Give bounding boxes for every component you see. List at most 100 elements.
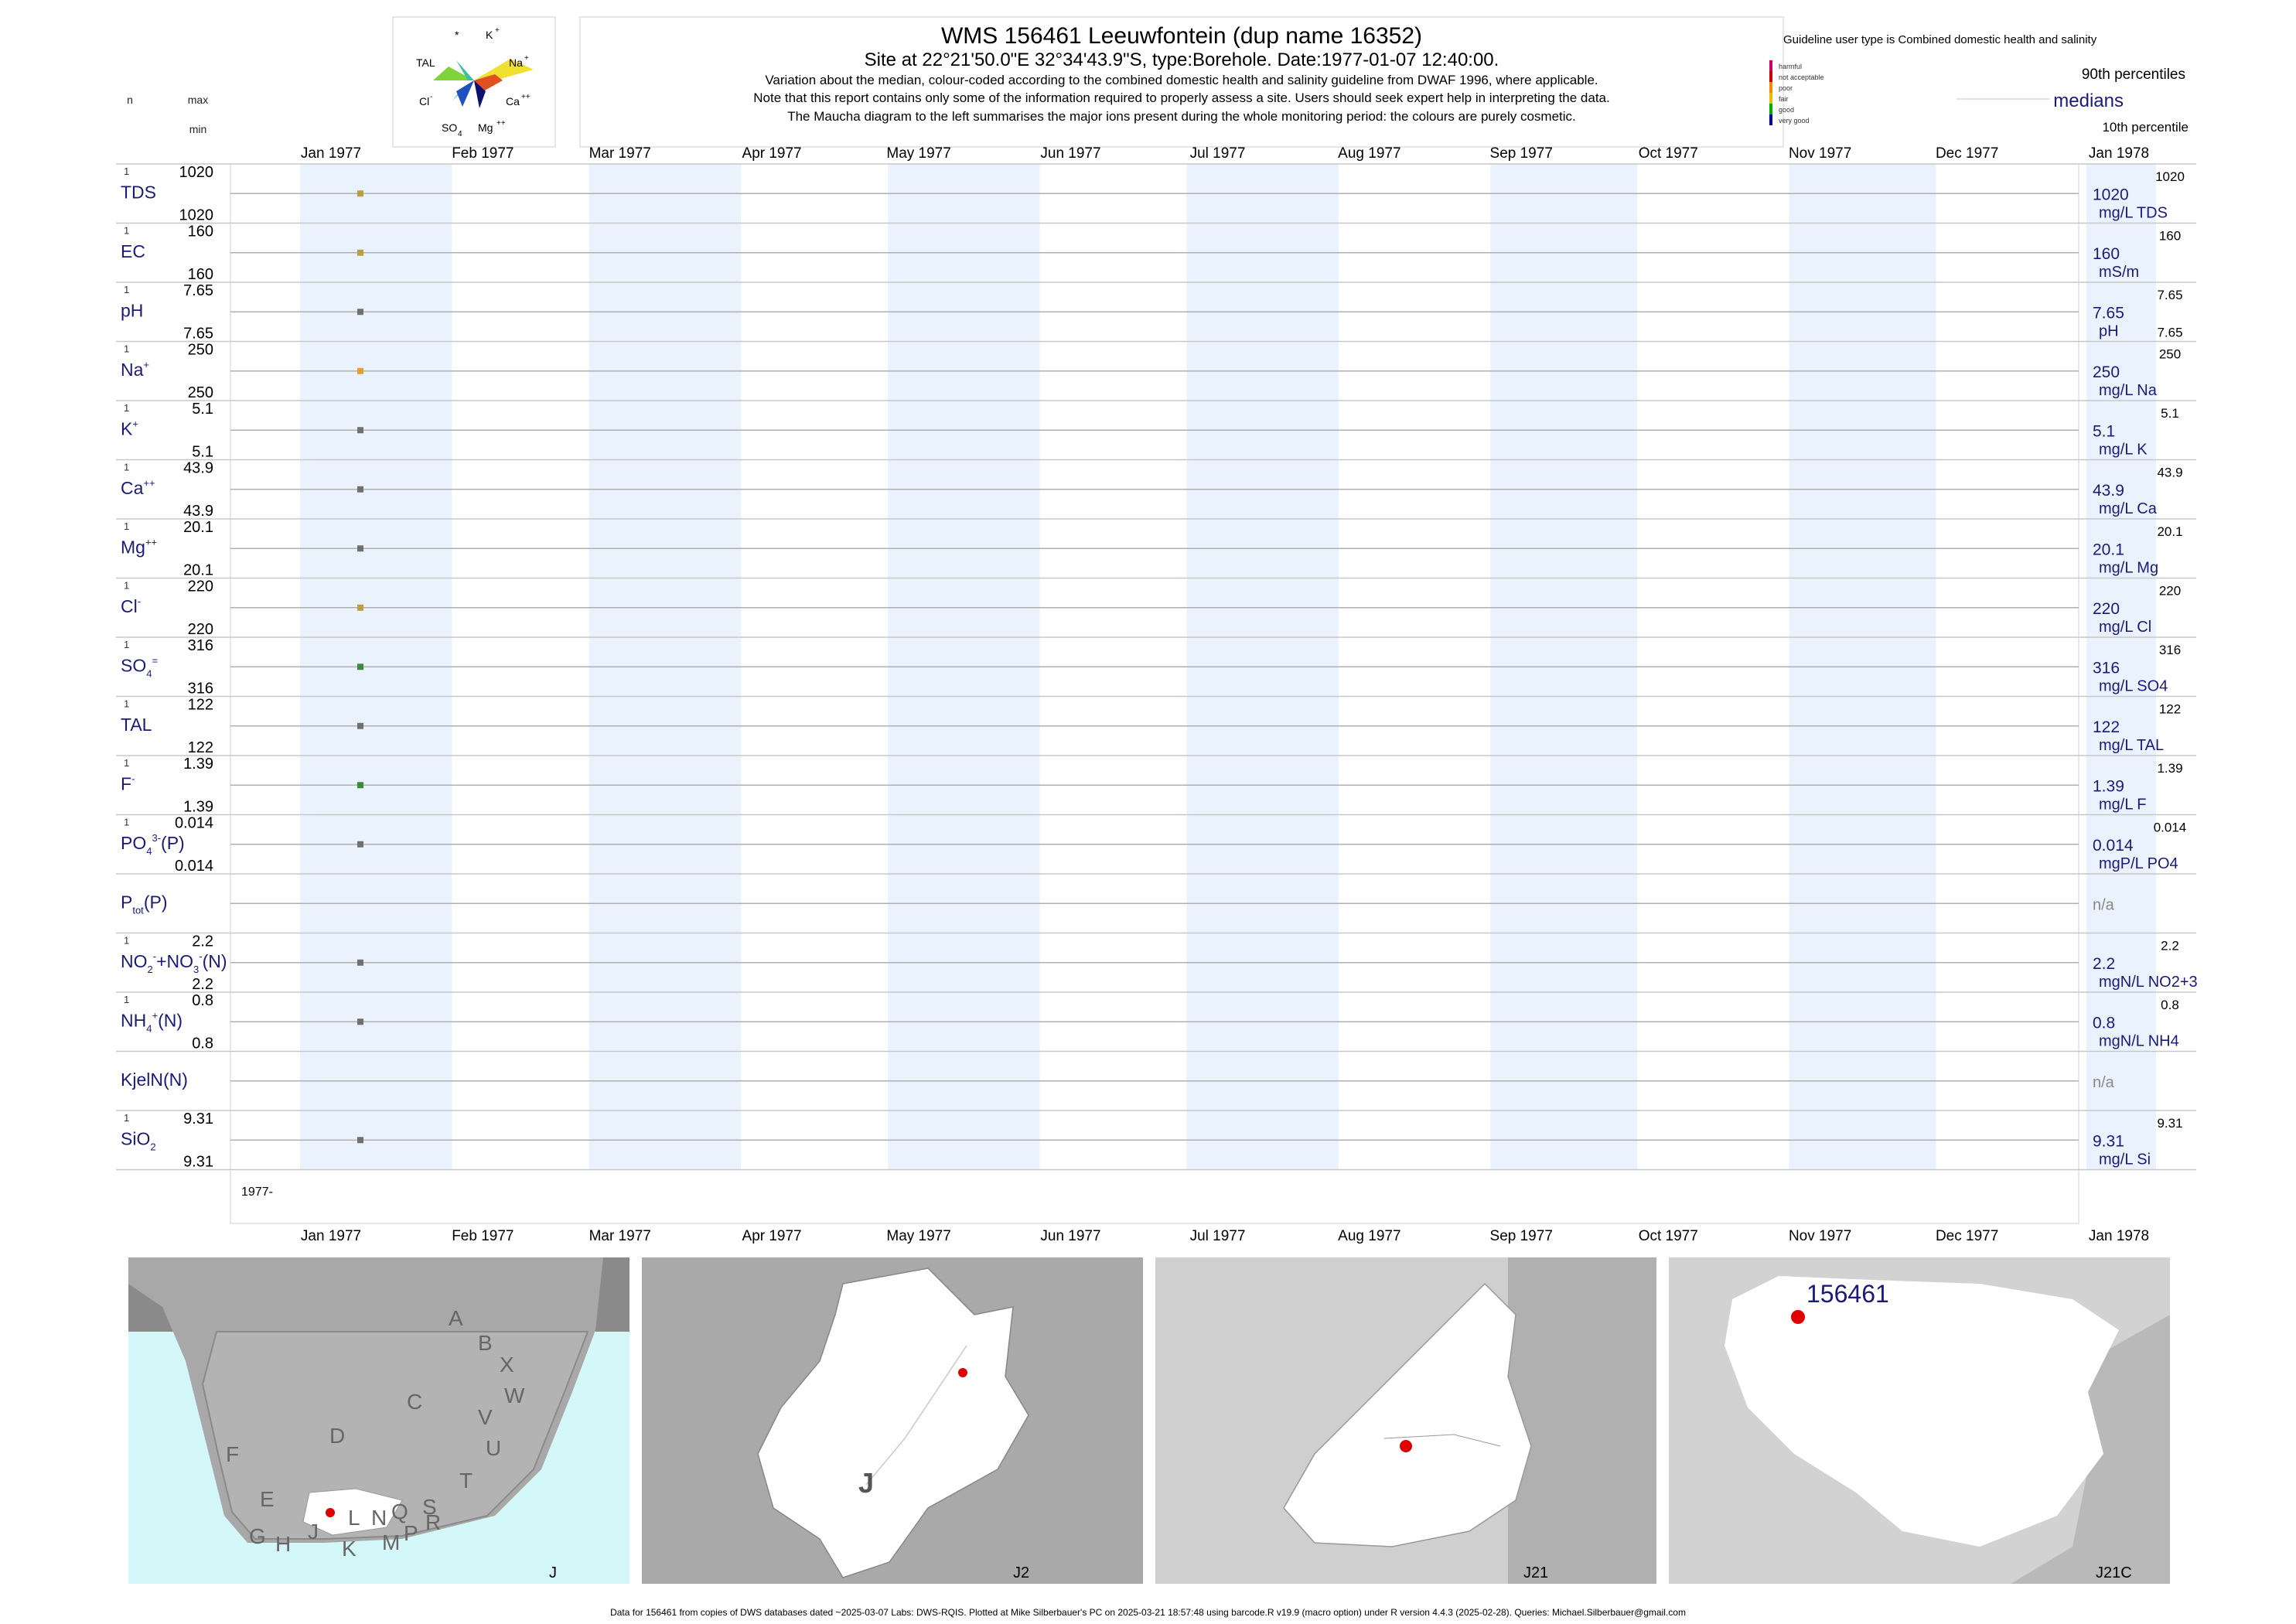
p90-value: 1.39 [2157, 761, 2182, 776]
site-marker-j21c [1791, 1310, 1805, 1324]
data-point [357, 604, 364, 611]
maucha-mg-label: Mg [478, 121, 493, 134]
median-value: 160 [2093, 245, 2120, 263]
n-value: 1 [124, 225, 129, 237]
map-panel-label: J21C [2096, 1564, 2132, 1581]
min-value: 316 [188, 681, 213, 698]
min-value: 43.9 [183, 503, 213, 520]
n-value: 1 [124, 284, 129, 295]
month-label-top: Nov 1977 [1789, 145, 1851, 162]
unit-label: mgP/L PO4 [2099, 855, 2178, 872]
data-point [357, 1018, 364, 1025]
site-marker-j21 [1400, 1440, 1412, 1452]
n-value: 1 [124, 580, 129, 592]
p90-value: 160 [2159, 229, 2181, 244]
median-value: 0.8 [2093, 1014, 2115, 1032]
month-band [2086, 164, 2156, 1170]
svg-text:-: - [430, 93, 432, 101]
region-label: L [348, 1506, 360, 1530]
region-label: U [486, 1436, 501, 1460]
svg-text:++: ++ [496, 119, 506, 128]
median-value: 20.1 [2093, 541, 2124, 558]
year-label: 1977- [241, 1186, 273, 1199]
maucha-tal-label: TAL [416, 56, 435, 69]
median-value: n/a [2093, 1074, 2115, 1091]
p90-value: 316 [2159, 643, 2181, 657]
min-value: 160 [188, 266, 213, 283]
region-label: E [260, 1487, 275, 1511]
maucha-k-label: K [486, 29, 493, 41]
variable-label: TDS [121, 182, 156, 202]
month-label-bottom: May 1977 [886, 1228, 950, 1244]
p90-value: 5.1 [2161, 406, 2179, 421]
maucha-mg-petal [474, 80, 486, 108]
unit-label: pH [2099, 322, 2119, 339]
data-point [357, 190, 364, 197]
p10-label: 10th percentile [2102, 120, 2189, 135]
page-title: WMS 156461 Leeuwfontein (dup name 16352) [940, 23, 1423, 49]
month-label-top: Mar 1977 [589, 145, 651, 162]
data-point [357, 664, 364, 670]
region-label: R [425, 1510, 441, 1534]
data-point [357, 841, 364, 848]
legend-class-swatch [1769, 93, 1772, 104]
region-label: B [478, 1331, 493, 1355]
legend-class-label: harmful [1779, 63, 1802, 70]
p90-value: 0.8 [2161, 998, 2179, 1012]
max-value: 2.2 [192, 933, 213, 950]
p90-value: 9.31 [2157, 1116, 2182, 1131]
variable-row-ptot-p-: Ptot​(P) n/a [121, 892, 2115, 916]
n-value: 1 [124, 165, 129, 177]
region-label: K [342, 1537, 357, 1561]
month-label-top: Apr 1977 [742, 145, 802, 162]
legend-class-label: poor [1779, 84, 1793, 92]
maucha-so4-label: SO [442, 121, 457, 134]
legend-class-swatch [1769, 82, 1772, 93]
region-label: D [329, 1424, 345, 1448]
month-label-bottom: Feb 1977 [452, 1228, 513, 1244]
map-j: J J2 [642, 1257, 1143, 1584]
legend-class-label: fair [1779, 95, 1789, 103]
n-value: 1 [124, 639, 129, 650]
medians-label: medians [2053, 90, 2124, 111]
note-line-2: Note that this report contains only some… [753, 90, 1610, 105]
month-label-bottom: Nov 1977 [1789, 1228, 1851, 1244]
month-label-bottom: Apr 1977 [742, 1228, 802, 1244]
data-point [357, 959, 364, 966]
variable-label: Ca++​ [121, 477, 155, 498]
max-value: 20.1 [183, 519, 213, 536]
unit-label: mg/L TDS [2099, 204, 2168, 221]
p90-value: 0.014 [2154, 821, 2187, 835]
variable-label: K+​ [121, 418, 138, 438]
variable-label: NO2​-​+NO3​-​(N) [121, 950, 227, 975]
month-label-top: Oct 1977 [1639, 145, 1698, 162]
n-value: 1 [124, 402, 129, 414]
guideline-legend: harmful not acceptable poor fair good very go… [1769, 60, 1824, 125]
unit-label: mgN/L NO2+3 [2099, 974, 2198, 991]
region-label: G [249, 1524, 266, 1548]
median-value: 7.65 [2093, 304, 2124, 322]
month-label-top: Jul 1977 [1190, 145, 1246, 162]
month-label-top: Sep 1977 [1490, 145, 1553, 162]
min-value: 0.014 [175, 858, 213, 875]
variable-label: TAL [121, 715, 152, 735]
map-panel-label: J21 [1523, 1564, 1548, 1581]
maucha-diagram: * K + TAL Na + Cl - Ca ++ SO 4 Mg ++ [416, 26, 534, 138]
month-label-bottom: Jun 1977 [1040, 1228, 1100, 1244]
unit-label: mg/L K [2099, 441, 2148, 458]
data-point [357, 1137, 364, 1144]
median-value: 316 [2093, 659, 2120, 677]
region-label: Q [391, 1499, 408, 1523]
data-point [357, 486, 364, 493]
region-label: F [226, 1442, 239, 1466]
n-value: 1 [124, 1112, 129, 1124]
n-value: 1 [124, 698, 129, 710]
data-point [357, 545, 364, 552]
median-value: 9.31 [2093, 1132, 2124, 1150]
site-number-label: 156461 [1806, 1280, 1889, 1308]
